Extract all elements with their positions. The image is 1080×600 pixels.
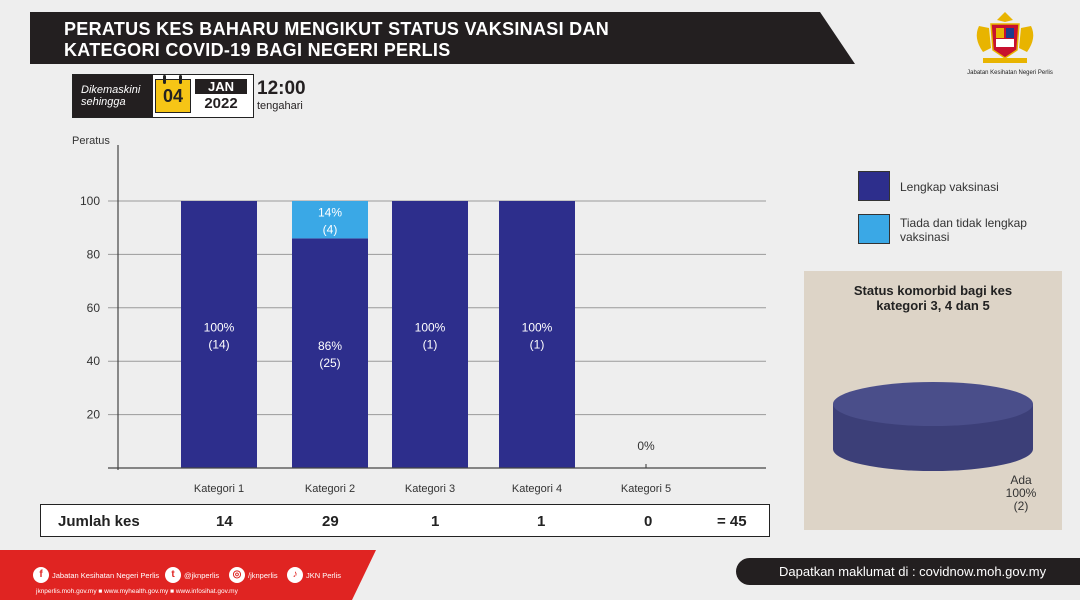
page-title-line-1: PERATUS KES BAHARU MENGIKUT STATUS VAKSI… xyxy=(64,19,610,39)
update-date-box: Dikemaskini sehingga 04 JAN 2022 xyxy=(72,74,254,118)
data-count-lengkap-2: (25) xyxy=(319,356,340,370)
calendar-ring-icon xyxy=(163,75,166,84)
totals-label: Jumlah kes xyxy=(58,513,140,530)
instagram-label: /jknperlis xyxy=(248,570,278,580)
bar-tiada-2 xyxy=(292,201,368,239)
facebook-icon: f xyxy=(33,567,49,583)
calendar-ring-icon xyxy=(179,75,182,84)
y-tick-labels: 20 40 60 80 100 xyxy=(80,194,100,422)
x-tick-kategori-3: Kategori 3 xyxy=(405,483,455,495)
data-count-tiada-2: (4) xyxy=(323,223,338,237)
x-tick-kategori-4: Kategori 4 xyxy=(512,483,562,495)
totals-value-kategori-3: 1 xyxy=(431,513,440,530)
y-tick-60: 60 xyxy=(87,301,101,315)
data-label-lengkap-5: 0% xyxy=(637,439,655,453)
page-title-line-2: KATEGORI COVID-19 BAGI NEGERI PERLIS xyxy=(64,40,451,60)
pie-slice-label-percent: 100% xyxy=(1005,486,1037,500)
x-tick-kategori-1: Kategori 1 xyxy=(194,483,244,495)
agency-name-small: Jabatan Kesihatan Negeri Perlis xyxy=(967,70,1053,76)
update-time: 12:00 xyxy=(257,78,306,99)
tiktok-link[interactable]: ♪ JKN Perlis xyxy=(287,567,341,583)
comorbid-panel: Status komorbid bagi kes kategori 3, 4 d… xyxy=(804,271,1062,530)
footer-links[interactable]: jknperlis.moh.gov.my ■ www.myhealth.gov.… xyxy=(36,588,238,595)
x-tick-labels: Kategori 1 Kategori 2 Kategori 3 Kategori 4… xyxy=(194,483,671,495)
calendar-year: 2022 xyxy=(204,95,238,112)
bar-lengkap-4 xyxy=(499,201,575,468)
totals-value-kategori-1: 14 xyxy=(216,513,233,530)
tiktok-icon: ♪ xyxy=(287,567,303,583)
twitter-label: @jknperlis xyxy=(184,570,220,580)
malaysia-crest-logo xyxy=(976,12,1034,63)
y-tick-40: 40 xyxy=(87,354,101,368)
update-time-label: tengahari xyxy=(257,100,303,112)
footer-social-bar xyxy=(0,550,376,600)
data-count-lengkap-3: (1) xyxy=(423,338,438,352)
update-label-line-2: sehingga xyxy=(81,96,126,108)
totals-value-kategori-2: 29 xyxy=(322,513,339,530)
twitter-icon: t xyxy=(165,567,181,583)
x-tick-kategori-2: Kategori 2 xyxy=(305,483,355,495)
facebook-label: Jabatan Kesihatan Negeri Perlis xyxy=(52,570,160,580)
y-tick-80: 80 xyxy=(87,247,101,261)
pie-slice-ada xyxy=(833,382,1033,426)
legend-label-tiada: Tiada dan tidak lengkap vaksinasi xyxy=(900,216,1027,244)
footer-info-bar[interactable]: Dapatkan maklumat di : covidnow.moh.gov.… xyxy=(736,558,1080,585)
update-label-line-1: Dikemaskini xyxy=(81,84,141,96)
facebook-link[interactable]: f Jabatan Kesihatan Negeri Perlis xyxy=(33,567,159,583)
comorbid-title: Status komorbid bagi kes kategori 3, 4 d… xyxy=(804,283,1062,313)
pie-slice-label: Ada 100% (2) xyxy=(996,474,1046,513)
bar-lengkap-2 xyxy=(292,238,368,468)
bar-lengkap-3 xyxy=(392,201,468,468)
twitter-link[interactable]: t @jknperlis xyxy=(165,567,219,583)
instagram-link[interactable]: ◎ /jknperlis xyxy=(229,567,278,583)
data-label-lengkap-2: 86% xyxy=(318,339,342,353)
data-label-lengkap-3: 100% xyxy=(415,321,446,335)
legend-swatch-lengkap xyxy=(858,171,890,201)
data-count-lengkap-4: (1) xyxy=(530,338,545,352)
tiktok-label: JKN Perlis xyxy=(306,570,342,580)
calendar-month: JAN xyxy=(195,79,247,94)
title-banner: PERATUS KES BAHARU MENGIKUT STATUS VAKSI… xyxy=(30,12,855,64)
y-tick-100: 100 xyxy=(80,194,100,208)
legend-label-lengkap: Lengkap vaksinasi xyxy=(900,180,999,194)
pie-slice-label-count: (2) xyxy=(1013,499,1029,513)
update-label: Dikemaskini sehingga xyxy=(73,75,153,117)
instagram-icon: ◎ xyxy=(229,567,245,583)
comorbid-pie-chart xyxy=(833,382,1033,471)
y-tick-20: 20 xyxy=(87,408,101,422)
bar-lengkap-1 xyxy=(181,201,257,468)
legend-swatch-tiada xyxy=(858,214,890,244)
y-axis-label: Peratus xyxy=(72,135,110,147)
comorbid-title-text: Status komorbid bagi kes kategori 3, 4 d… xyxy=(853,283,1013,313)
data-label-lengkap-4: 100% xyxy=(522,321,553,335)
x-tick-kategori-5: Kategori 5 xyxy=(621,483,671,495)
data-label-lengkap-1: 100% xyxy=(204,321,235,335)
totals-value-kategori-5: 0 xyxy=(644,513,653,530)
totals-row: Jumlah kes 14 29 1 1 0 = 45 xyxy=(40,504,770,537)
pie-slice-label-name: Ada xyxy=(1010,473,1032,487)
totals-value-kategori-4: 1 xyxy=(537,513,546,530)
totals-grand-total: = 45 xyxy=(717,513,747,530)
chart-bars: 100% (14) 86% (25) 14% (4) 100% (1) 100% (1) 0% xyxy=(181,201,655,468)
calendar-day: 04 xyxy=(155,75,191,113)
data-label-tiada-2: 14% xyxy=(318,206,342,220)
data-count-lengkap-1: (14) xyxy=(208,338,229,352)
calendar-day-text: 04 xyxy=(162,86,184,106)
